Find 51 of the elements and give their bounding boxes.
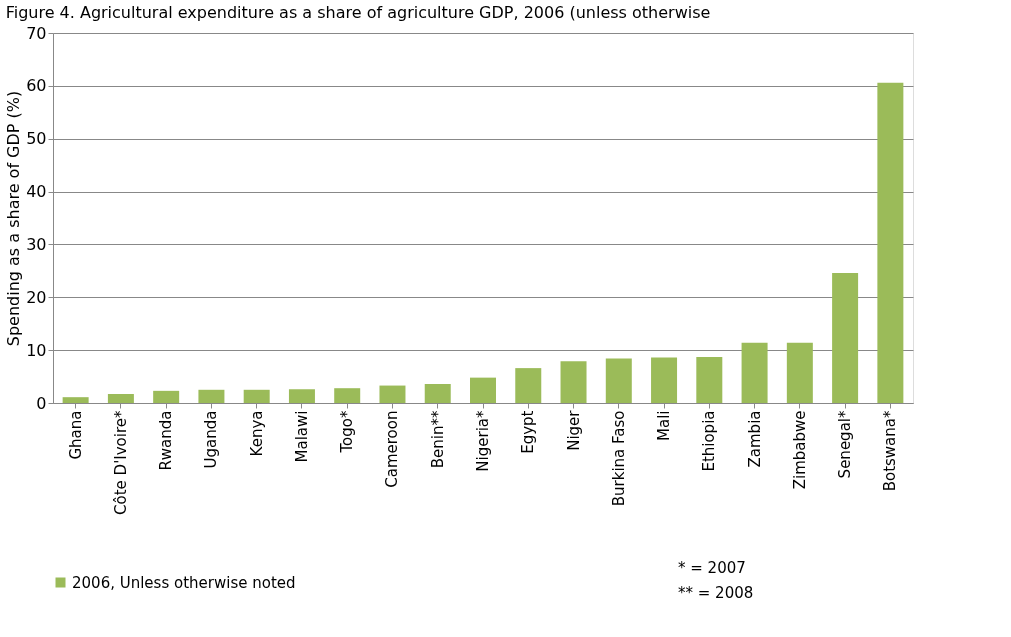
y-tick-label: 40 — [26, 182, 47, 202]
bar — [560, 361, 587, 403]
x-tick-label: Niger — [564, 409, 583, 451]
bar — [605, 358, 632, 403]
bar — [651, 357, 678, 403]
bar — [62, 397, 89, 403]
bar — [243, 389, 270, 403]
bar — [832, 272, 859, 403]
y-tick-label: 30 — [26, 234, 47, 254]
bar — [198, 389, 225, 403]
x-tick-label: Egypt — [519, 410, 538, 454]
bar — [470, 377, 496, 403]
bar — [288, 389, 315, 403]
x-tick-label: Malawi — [292, 410, 311, 463]
x-tick-label: Ghana — [66, 410, 85, 460]
x-tick-label: Cameroon — [383, 410, 402, 488]
x-tick-label: Zimbabwe — [790, 410, 809, 490]
x-tick-label: Uganda — [202, 410, 221, 469]
x-tick-label: Mali — [655, 410, 674, 441]
bar — [877, 82, 904, 403]
x-tick-label: Senegal* — [836, 410, 855, 479]
x-tick-label: Botswana* — [881, 410, 900, 492]
y-axis-title: Spending as a share of GDP (%) — [4, 90, 24, 347]
text: * = 2007 — [678, 559, 746, 577]
y-tick-label: 50 — [26, 129, 47, 149]
chart-title: Figure 4. Agricultural expenditure as a share of agriculture GDP, 2006 (unless otherwise — [5, 3, 711, 22]
x-tick-label: Zambia — [745, 410, 764, 468]
bar — [334, 388, 361, 403]
x-tick-label: Ethiopia — [700, 410, 719, 472]
y-tick-label: 20 — [26, 287, 47, 307]
bar — [107, 394, 134, 403]
x-tick-label: Nigeria* — [474, 410, 492, 472]
bar — [696, 357, 723, 403]
y-tick-label: 0 — [36, 393, 47, 413]
x-tick-label: Benin** — [428, 410, 447, 469]
x-tick-label: Burkina Faso — [609, 410, 628, 507]
x-tick-label: Rwanda — [157, 410, 176, 471]
bar — [379, 385, 406, 403]
x-tick-label: Togo* — [338, 410, 357, 454]
y-tick-label: 70 — [26, 23, 47, 43]
bar — [153, 390, 180, 403]
bar — [741, 342, 768, 403]
y-tick-label: 60 — [26, 76, 47, 96]
bar — [515, 368, 542, 403]
legend-label: 2006, Unless otherwise noted — [72, 573, 296, 592]
bar — [786, 342, 813, 403]
x-tick-label: Côte D'Ivoire* — [111, 410, 130, 515]
y-tick-label: 10 — [26, 340, 47, 360]
x-tick-label: Kenya — [247, 410, 266, 457]
text: ** = 2008 — [678, 584, 754, 602]
bar — [424, 383, 451, 403]
